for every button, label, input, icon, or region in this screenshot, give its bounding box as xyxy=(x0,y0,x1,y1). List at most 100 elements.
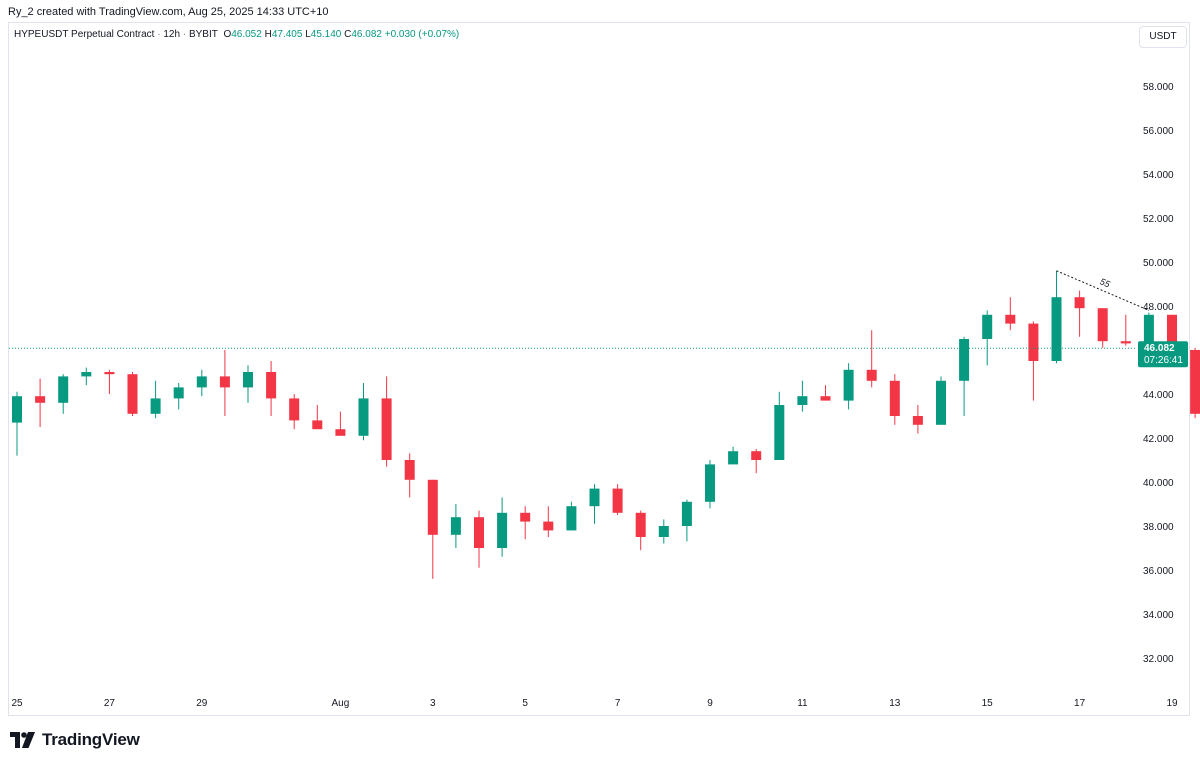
symbol-name[interactable]: HYPEUSDT Perpetual Contract xyxy=(14,29,155,40)
candle xyxy=(104,369,115,394)
candle-body xyxy=(543,521,554,531)
x-tick-label: 19 xyxy=(1166,698,1178,709)
candle xyxy=(936,376,946,425)
open-value: 46.052 xyxy=(231,29,262,40)
price-axis[interactable]: 58.000 56.000 54.000 52.000 50.000 48.000 46.0… xyxy=(1143,82,1174,665)
candle xyxy=(427,479,438,579)
candle-layer xyxy=(12,270,1200,579)
candle-body xyxy=(1143,314,1154,344)
candle xyxy=(335,411,346,436)
dotted-trendline xyxy=(1056,270,1150,311)
candle-body xyxy=(866,369,877,381)
candle-body xyxy=(751,451,762,460)
time-axis[interactable]: 25 27 29 Aug 3 5 7 9 11 13 15 17 19 xyxy=(11,698,1178,709)
candle xyxy=(266,361,277,416)
candle xyxy=(289,394,300,430)
candle xyxy=(889,374,900,425)
candle-body xyxy=(797,396,808,405)
candle-body xyxy=(289,398,300,421)
candle xyxy=(820,385,831,401)
candle-body xyxy=(566,506,577,531)
candle-body xyxy=(381,398,392,460)
candle xyxy=(658,519,669,544)
currency-button[interactable]: USDT xyxy=(1139,26,1187,48)
candle xyxy=(1190,347,1200,419)
candle-body xyxy=(173,387,184,399)
y-tick-label: 34.000 xyxy=(1143,610,1174,621)
candle-body xyxy=(1074,297,1085,309)
annotation-layer: 55 xyxy=(9,270,1150,349)
legend-separator: · xyxy=(182,29,187,40)
candle xyxy=(774,391,785,460)
candle-body xyxy=(1097,308,1108,342)
candle-body xyxy=(1028,323,1039,361)
candle xyxy=(219,350,230,416)
y-tick-label: 32.000 xyxy=(1143,654,1174,665)
candle xyxy=(797,380,808,412)
candle xyxy=(1097,308,1108,348)
y-tick-label: 58.000 xyxy=(1143,82,1174,93)
candle-body xyxy=(774,405,785,460)
candle-body xyxy=(889,380,900,416)
candle xyxy=(866,330,877,388)
candle xyxy=(1028,321,1039,401)
chart-credit: Ry_2 created with TradingView.com, Aug 2… xyxy=(8,6,329,18)
candle-body xyxy=(358,398,369,436)
y-tick-label: 56.000 xyxy=(1143,126,1174,137)
candle xyxy=(150,380,161,419)
high-label: H xyxy=(264,29,272,40)
candle-body xyxy=(474,517,484,548)
candle xyxy=(843,363,854,410)
candle-body xyxy=(612,488,623,513)
candle xyxy=(1051,270,1062,364)
chart-frame xyxy=(8,22,1190,716)
y-tick-label: 52.000 xyxy=(1143,214,1174,225)
high-value: 47.405 xyxy=(271,29,303,40)
candle xyxy=(127,372,138,416)
candle-body xyxy=(81,372,92,377)
candle-body xyxy=(58,376,69,403)
candle-body xyxy=(196,376,207,388)
candle-body xyxy=(982,314,993,339)
candle xyxy=(566,501,577,531)
open-label: O xyxy=(223,29,232,40)
candle-body xyxy=(219,376,230,388)
candle xyxy=(474,510,484,568)
close-label: C xyxy=(344,29,352,40)
trendline-label: 55 xyxy=(1098,276,1112,290)
candle-body xyxy=(635,512,646,537)
x-tick-label: 17 xyxy=(1074,698,1086,709)
tradingview-logo[interactable]: TradingView xyxy=(10,730,140,750)
exchange-label: BYBIT xyxy=(188,29,218,40)
last-price-tag xyxy=(1138,341,1188,368)
candle xyxy=(1005,297,1016,331)
x-tick-label: 3 xyxy=(430,698,436,709)
candle-body xyxy=(681,501,692,526)
x-tick-label: 29 xyxy=(196,698,208,709)
y-tick-label: 44.000 xyxy=(1143,390,1174,401)
candle xyxy=(196,369,207,397)
candle xyxy=(589,484,600,524)
tradingview-logo-text: TradingView xyxy=(42,730,140,749)
candle xyxy=(635,510,646,551)
x-tick-label: 25 xyxy=(11,698,23,709)
candle-body xyxy=(959,339,970,381)
candle xyxy=(404,453,415,498)
candle-body xyxy=(589,488,600,507)
candle xyxy=(959,336,970,416)
candle xyxy=(520,506,531,540)
legend-separator: · xyxy=(157,29,161,40)
candle-body xyxy=(104,372,115,375)
candle xyxy=(543,506,554,537)
candle-body xyxy=(705,464,715,502)
candle-body xyxy=(450,517,461,535)
candle xyxy=(312,405,323,430)
y-tick-label: 38.000 xyxy=(1143,522,1174,533)
x-tick-label: 7 xyxy=(615,698,621,709)
candle-body xyxy=(728,451,739,465)
timeframe-label[interactable]: 12h xyxy=(163,29,181,40)
candle-body xyxy=(312,420,323,430)
candle xyxy=(243,365,253,403)
candle xyxy=(12,391,22,456)
